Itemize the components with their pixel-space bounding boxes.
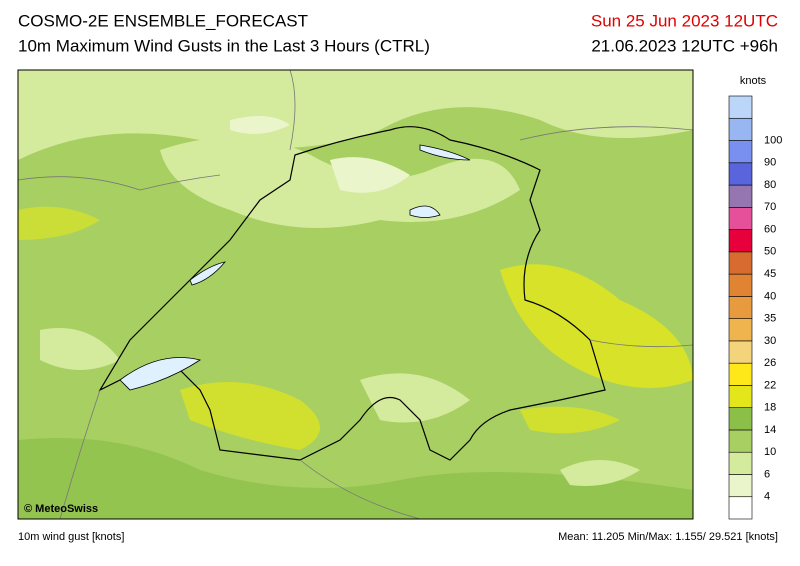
- legend-swatch: [728, 95, 753, 119]
- legend-swatch: [728, 273, 753, 297]
- legend-swatch: [728, 407, 753, 431]
- legend-label: 10: [764, 446, 776, 458]
- legend-label: 70: [764, 201, 776, 213]
- legend-swatch: [728, 162, 753, 186]
- legend-unit: knots: [740, 75, 767, 87]
- legend-swatch: [728, 184, 753, 208]
- country-border: [98, 126, 606, 461]
- footer-variable: 10m wind gust [knots]: [18, 531, 124, 543]
- title: COSMO-2E ENSEMBLE_FORECAST: [18, 11, 308, 30]
- legend-label: 4: [764, 491, 770, 503]
- legend-label: 18: [764, 402, 776, 414]
- legend-label: 45: [764, 268, 776, 280]
- legend: knots 4 6 10 14 18 22 26 30 35 40 45 50 60 70 80 90 100: [728, 75, 782, 520]
- legend-swatch: [728, 229, 753, 253]
- legend-label: 6: [764, 468, 770, 480]
- legend-label: 26: [764, 357, 776, 369]
- valid-time: Sun 25 Jun 2023 12UTC: [591, 11, 778, 30]
- legend-label: 30: [764, 335, 776, 347]
- legend-label: 80: [764, 179, 776, 191]
- legend-swatch: [728, 474, 753, 498]
- legend-swatch: [728, 451, 753, 475]
- legend-swatch: [728, 362, 753, 386]
- legend-label: 40: [764, 290, 776, 302]
- legend-label: 14: [764, 424, 776, 436]
- run-time: 21.06.2023 12UTC +96h: [591, 36, 778, 55]
- legend-swatch: [728, 117, 753, 141]
- legend-label: 50: [764, 246, 776, 258]
- legend-label: 90: [764, 157, 776, 169]
- copyright: © MeteoSwiss: [24, 503, 98, 515]
- legend-swatch: [728, 385, 753, 408]
- legend-label: 60: [764, 223, 776, 235]
- legend-swatch: [728, 140, 753, 164]
- legend-swatch: [728, 318, 753, 342]
- legend-label: 22: [764, 379, 776, 391]
- legend-swatch: [728, 340, 753, 364]
- legend-label: 100: [764, 134, 782, 146]
- legend-label: 35: [764, 313, 776, 325]
- wind-field: [18, 70, 693, 519]
- legend-swatch: [728, 429, 753, 453]
- region-borders: [17, 69, 694, 520]
- legend-swatch: [728, 496, 753, 520]
- map: © MeteoSwiss: [17, 69, 694, 520]
- legend-swatch: [728, 207, 753, 230]
- legend-swatch: [728, 251, 753, 275]
- subtitle: 10m Maximum Wind Gusts in the Last 3 Hou…: [18, 36, 430, 55]
- lakes: [119, 144, 471, 391]
- footer-stats: Mean: 11.205 Min/Max: 1.155/ 29.521 [kno…: [558, 531, 778, 543]
- legend-swatch: [728, 296, 753, 319]
- map-frame: [17, 69, 694, 520]
